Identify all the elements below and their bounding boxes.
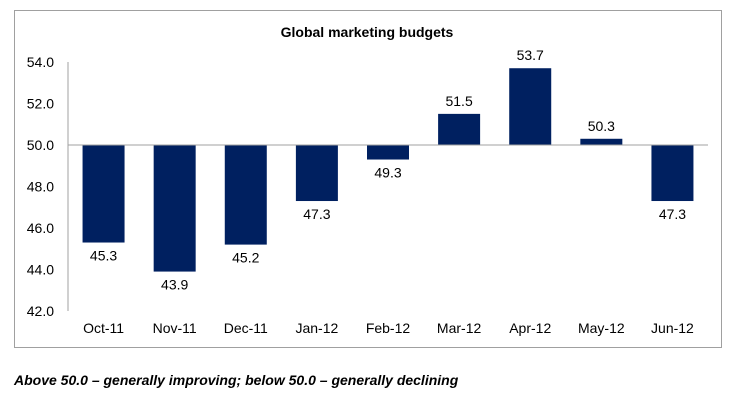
x-tick-label: Mar-12 (437, 320, 482, 336)
y-tick-label: 46.0 (27, 220, 54, 236)
data-label: 51.5 (445, 93, 472, 109)
bar (295, 145, 338, 202)
bar (651, 145, 694, 202)
bar (509, 68, 552, 145)
bar (367, 145, 409, 160)
bar-chart: Global marketing budgets 42.0 44.0 46.0 48.… (27, 24, 708, 336)
data-label: 47.3 (659, 206, 686, 222)
x-tick-label: Dec-11 (224, 320, 268, 336)
y-tick-label: 44.0 (27, 262, 54, 278)
data-label: 49.3 (374, 165, 401, 181)
bar (153, 145, 196, 272)
y-tick-label: 52.0 (27, 96, 54, 112)
y-tick-label: 42.0 (27, 303, 54, 319)
x-tick-label: Nov-11 (153, 320, 197, 336)
bar (438, 113, 481, 145)
caption: Above 50.0 – generally improving; below … (14, 372, 459, 388)
data-label: 50.3 (588, 118, 615, 134)
bar (82, 145, 125, 243)
x-tick-label: Jan-12 (295, 320, 338, 336)
x-tick-label: May-12 (578, 320, 625, 336)
chart-title: Global marketing budgets (281, 24, 454, 40)
y-tick-label: 48.0 (27, 179, 54, 195)
data-label: 53.7 (517, 47, 544, 63)
x-tick-label: Oct-11 (83, 320, 124, 336)
y-tick-label: 50.0 (27, 137, 54, 153)
bar (224, 145, 267, 245)
data-label: 47.3 (303, 206, 330, 222)
x-tick-label: Jun-12 (651, 320, 694, 336)
x-tick-label: Feb-12 (366, 320, 411, 336)
bar (580, 138, 623, 145)
y-tick-label: 54.0 (27, 54, 54, 70)
data-label: 45.2 (232, 250, 259, 266)
data-label: 45.3 (90, 248, 117, 264)
chart-frame (14, 10, 722, 348)
x-tick-label: Apr-12 (509, 320, 551, 336)
data-label: 43.9 (161, 277, 188, 293)
